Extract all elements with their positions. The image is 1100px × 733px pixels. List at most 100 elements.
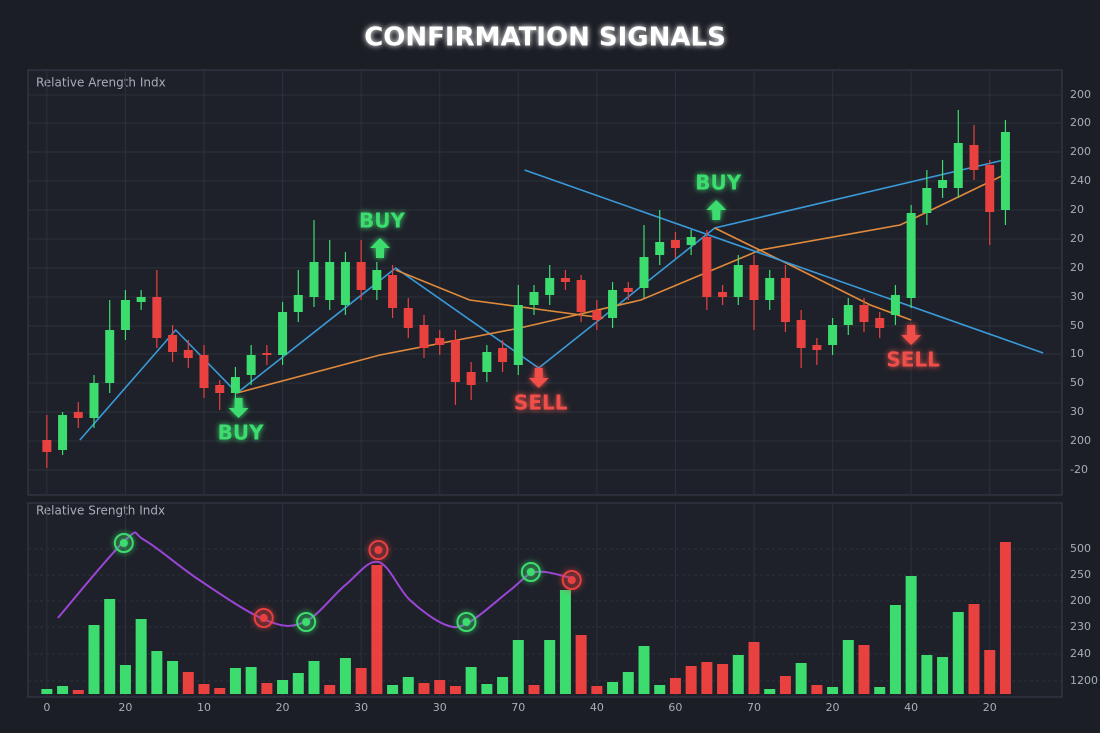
candle-body: [1000, 132, 1010, 210]
marker-dot: [302, 618, 311, 626]
volume-bar: [167, 661, 179, 694]
x-tick-label: 30: [354, 701, 368, 714]
y-tick-label: 250: [1070, 568, 1091, 581]
volume-bar: [952, 612, 964, 694]
marker-ring: [561, 570, 582, 590]
candle-body: [529, 292, 539, 305]
volume-bar: [135, 619, 147, 694]
y-tick-label: 50: [1070, 376, 1084, 389]
candle-body: [702, 237, 712, 297]
x-tick-label: 60: [668, 701, 682, 714]
y-tick-label: 200: [1070, 88, 1091, 101]
candle-body: [325, 262, 335, 300]
volume-bar: [622, 672, 634, 694]
candle-body: [938, 180, 948, 188]
x-tick-label: 70: [511, 701, 525, 714]
marker-dot: [567, 576, 576, 584]
marker-ring: [456, 612, 477, 632]
volume-bar: [371, 565, 383, 694]
y-tick-label: 200: [1070, 594, 1091, 607]
price-panel: [27, 69, 1063, 496]
volume-bar: [497, 677, 509, 694]
volume-bar: [575, 635, 587, 694]
rsi-marker: [368, 540, 389, 560]
candle-body: [183, 350, 193, 358]
signal-arrow: [901, 325, 922, 345]
candle-body: [560, 278, 570, 282]
volume-bar: [811, 685, 823, 694]
candle-body: [969, 145, 979, 170]
candle-body: [215, 385, 225, 393]
y-tick-label: 50: [1070, 319, 1084, 332]
marker-dot: [526, 568, 535, 576]
marker-dot: [462, 618, 471, 626]
candle-body: [780, 278, 790, 322]
y-tick-label: 30: [1070, 290, 1084, 303]
volume-bar: [198, 684, 210, 694]
candle-body: [576, 280, 586, 312]
volume-bar: [104, 599, 116, 694]
candle-body: [278, 312, 288, 355]
rsi-marker: [520, 562, 541, 582]
volume-bar: [999, 542, 1011, 694]
signal-label: BUY: [695, 171, 741, 195]
candle-body: [859, 305, 869, 322]
candle-body: [340, 262, 350, 305]
candle-body: [482, 352, 492, 372]
rsi-marker: [456, 612, 477, 632]
candle-body: [670, 240, 680, 248]
volume-bar: [937, 657, 949, 694]
volume-bar: [308, 661, 320, 694]
candle-body: [985, 165, 995, 212]
volume-bar: [339, 658, 351, 694]
volume-bar: [701, 662, 713, 694]
signal: BUY: [218, 398, 264, 445]
candle-body: [262, 353, 272, 355]
candle-body: [922, 188, 932, 213]
volume-bar: [889, 605, 901, 694]
volume-bar: [669, 678, 681, 694]
y-tick-label: 10: [1070, 347, 1084, 360]
volume-bar: [607, 682, 619, 694]
candle-body: [152, 297, 162, 338]
y-tick-label: 240: [1070, 647, 1091, 660]
volume-bar: [638, 646, 650, 694]
x-tick-label: 20: [118, 701, 132, 714]
y-tick-label: 20: [1070, 261, 1084, 274]
rsi-marker: [561, 570, 582, 590]
volume-bar: [261, 683, 273, 694]
candle-body: [545, 278, 555, 295]
volume-bar: [214, 688, 226, 694]
indicator-line: [236, 174, 1005, 394]
volume-bar: [591, 686, 603, 694]
candle-body: [466, 372, 476, 385]
marker-ring: [113, 533, 134, 553]
candle-body: [890, 295, 900, 315]
candle-body: [309, 262, 319, 297]
signal: SELL: [886, 325, 940, 372]
volume-bar: [528, 685, 540, 694]
candle-body: [419, 325, 429, 348]
candle-body: [435, 338, 445, 345]
volume-bar: [827, 687, 839, 694]
candle-body: [403, 308, 413, 328]
volume-bar: [544, 640, 556, 694]
y-tick-label: 30: [1070, 405, 1084, 418]
y-tick-label: 200: [1070, 434, 1091, 447]
candle-body: [686, 237, 696, 245]
candle-body: [623, 288, 633, 292]
y-tick-label: -20: [1070, 463, 1088, 476]
y-tick-label: 500: [1070, 542, 1091, 555]
volume-bar: [434, 680, 446, 694]
x-tick-label: 20: [826, 701, 840, 714]
signal-label: BUY: [218, 421, 264, 445]
marker-ring: [296, 612, 317, 632]
rsi-marker: [253, 608, 274, 628]
volume-bar: [968, 604, 980, 694]
candle-body: [592, 310, 602, 320]
volume-bar: [779, 676, 791, 694]
panel-title: Relative Srength Indx: [36, 504, 165, 518]
candle-body: [230, 377, 240, 393]
candle-body: [608, 290, 618, 318]
